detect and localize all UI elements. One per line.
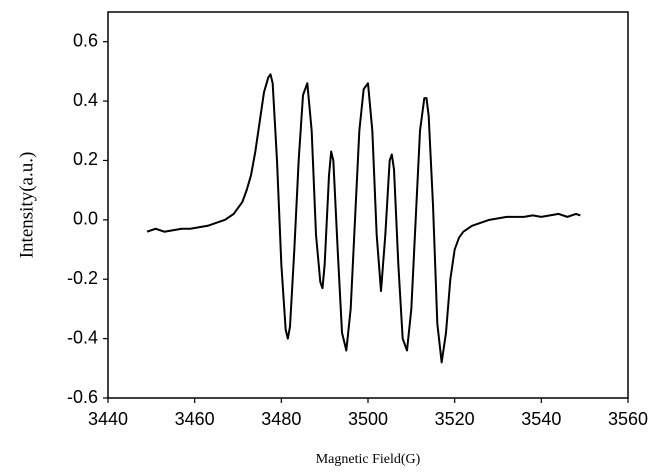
y-axis-label: Intensity(a.u.) — [16, 152, 37, 259]
y-tick-label: 0.0 — [73, 209, 98, 229]
x-tick-label: 3460 — [175, 409, 215, 429]
y-tick-label: 0.2 — [73, 149, 98, 169]
x-tick-label: 3440 — [88, 409, 128, 429]
x-tick-label: 3520 — [435, 409, 475, 429]
x-axis-label: Magnetic Field(G) — [316, 452, 421, 467]
y-tick-label: -0.2 — [67, 268, 98, 288]
y-tick-label: 0.4 — [73, 90, 98, 110]
y-tick-label: -0.4 — [67, 327, 98, 347]
data-line — [146, 73, 581, 364]
x-tick-label: 3500 — [348, 409, 388, 429]
x-tick-label: 3560 — [608, 409, 648, 429]
x-tick-label: 3540 — [521, 409, 561, 429]
x-tick-label: 3480 — [261, 409, 301, 429]
y-tick-label: 0.6 — [73, 30, 98, 50]
y-tick-label: -0.6 — [67, 387, 98, 407]
plot-frame — [107, 11, 629, 399]
